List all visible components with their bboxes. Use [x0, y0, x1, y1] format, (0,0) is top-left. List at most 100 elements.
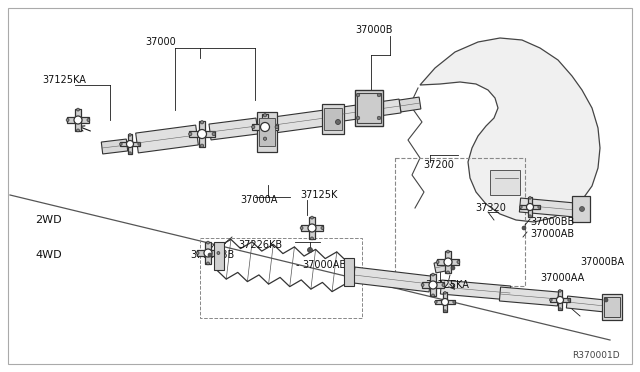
Bar [395, 158, 525, 286]
Polygon shape [136, 125, 198, 153]
Text: 37320: 37320 [475, 203, 506, 213]
Circle shape [335, 119, 340, 125]
Circle shape [208, 253, 212, 257]
Bar [442, 292, 447, 312]
Circle shape [77, 129, 79, 132]
Circle shape [127, 141, 134, 148]
Polygon shape [353, 267, 431, 292]
Circle shape [310, 237, 314, 240]
Circle shape [300, 227, 303, 230]
Circle shape [356, 116, 360, 120]
Circle shape [431, 294, 435, 297]
Bar [199, 121, 205, 147]
Circle shape [207, 241, 209, 244]
Circle shape [538, 206, 540, 208]
Circle shape [264, 137, 267, 140]
Bar [197, 250, 219, 256]
Bar [344, 258, 354, 286]
Circle shape [550, 299, 552, 301]
Polygon shape [520, 198, 575, 217]
Bar [205, 242, 211, 264]
Bar [490, 170, 520, 195]
Circle shape [444, 292, 446, 294]
Circle shape [435, 301, 437, 303]
Text: 37125KA: 37125KA [42, 75, 86, 85]
Circle shape [204, 249, 212, 257]
Circle shape [87, 119, 90, 121]
Bar [520, 205, 540, 209]
Circle shape [442, 298, 449, 305]
Bar [604, 297, 620, 317]
Circle shape [307, 247, 312, 253]
Bar [76, 109, 81, 131]
Circle shape [74, 116, 82, 124]
Circle shape [308, 224, 316, 232]
Circle shape [66, 119, 69, 121]
Circle shape [429, 281, 437, 289]
Text: 37000BB: 37000BB [530, 217, 574, 227]
Circle shape [453, 301, 455, 303]
Circle shape [200, 144, 204, 147]
Circle shape [129, 152, 131, 154]
Text: 37000AB: 37000AB [302, 260, 346, 270]
Bar [435, 299, 455, 304]
Polygon shape [566, 296, 605, 312]
Polygon shape [101, 139, 128, 154]
Circle shape [444, 258, 452, 266]
Polygon shape [440, 280, 511, 300]
Circle shape [431, 273, 435, 276]
Polygon shape [434, 260, 451, 273]
Bar [550, 298, 570, 302]
Polygon shape [273, 110, 326, 133]
Text: 37000A: 37000A [240, 195, 277, 205]
Circle shape [457, 260, 460, 263]
Bar [127, 134, 132, 154]
Circle shape [559, 308, 561, 310]
Bar [355, 90, 383, 126]
Circle shape [421, 283, 424, 286]
Polygon shape [399, 97, 421, 112]
Circle shape [529, 215, 531, 217]
Text: 37000BA: 37000BA [580, 257, 624, 267]
Bar [527, 197, 532, 217]
Circle shape [321, 227, 324, 230]
Bar [572, 196, 590, 222]
Bar [257, 112, 277, 152]
Bar [422, 282, 444, 288]
Text: 37000BB: 37000BB [190, 250, 234, 260]
Circle shape [447, 250, 449, 253]
Text: R370001D: R370001D [572, 350, 620, 359]
Bar [557, 290, 563, 310]
Bar [259, 118, 275, 146]
Circle shape [264, 114, 267, 117]
Bar [430, 274, 436, 296]
Circle shape [451, 266, 455, 270]
Polygon shape [342, 99, 401, 121]
Bar [357, 93, 381, 123]
Circle shape [522, 226, 526, 230]
Text: 37200: 37200 [423, 160, 454, 170]
Circle shape [520, 206, 522, 208]
Circle shape [559, 290, 561, 292]
Text: 37000AB: 37000AB [530, 229, 574, 239]
Circle shape [310, 216, 314, 219]
Circle shape [212, 132, 215, 136]
Circle shape [604, 298, 608, 302]
Circle shape [442, 283, 445, 286]
Text: 37125K: 37125K [300, 190, 337, 200]
Text: 4WD: 4WD [35, 250, 61, 260]
Circle shape [200, 121, 204, 124]
Text: 37000B: 37000B [355, 25, 392, 35]
Circle shape [260, 122, 269, 131]
Circle shape [377, 93, 381, 97]
Circle shape [579, 206, 584, 212]
Text: 37226KB: 37226KB [238, 240, 282, 250]
Circle shape [120, 143, 122, 145]
Bar [252, 124, 278, 130]
Bar [120, 142, 140, 147]
Polygon shape [209, 118, 258, 140]
Circle shape [138, 143, 140, 145]
Bar [262, 115, 268, 140]
Circle shape [275, 125, 278, 129]
Circle shape [207, 262, 209, 265]
